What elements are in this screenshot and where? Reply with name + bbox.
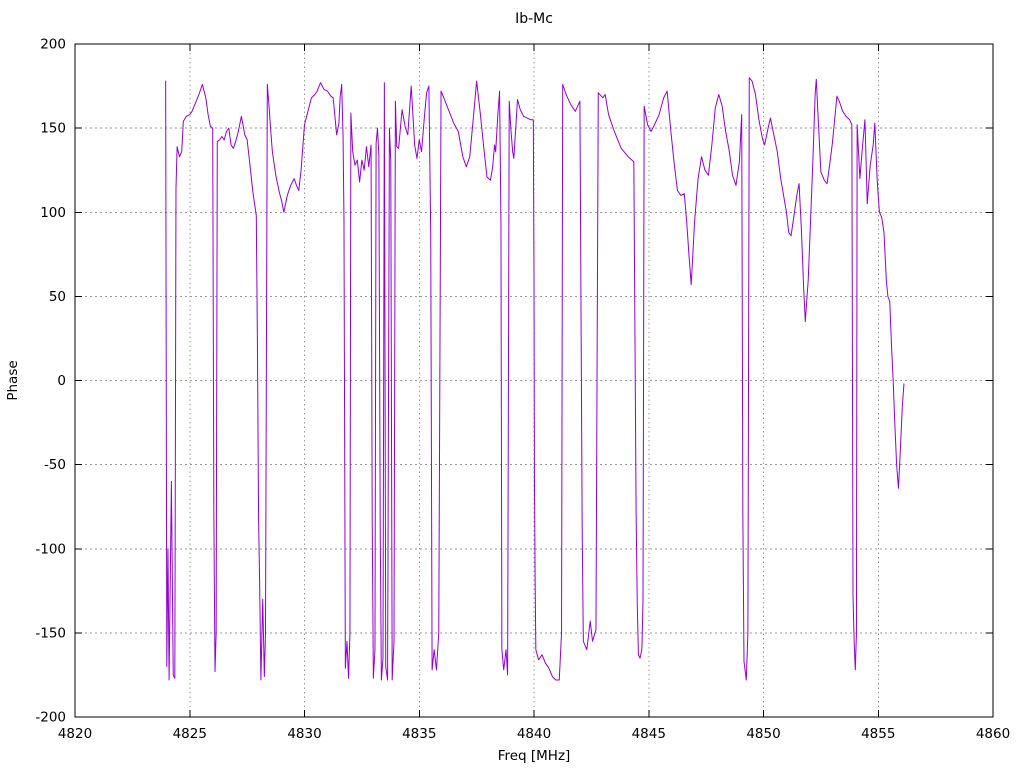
plot-area: 4820 4825 4830 4835 4840 4845 4850 4855 4860 -200… (35, 37, 1010, 743)
y-tick-label: 200 (40, 37, 66, 53)
x-axis-label: Freq [MHz] (498, 748, 571, 764)
y-tick-label: 100 (40, 205, 66, 221)
x-tick-label: 4840 (517, 726, 551, 742)
y-tick-label: -100 (35, 541, 66, 557)
x-tick-label: 4825 (173, 726, 207, 742)
y-tick-label: 50 (49, 289, 66, 305)
x-tick-label: 4835 (402, 726, 436, 742)
chart-title: Ib-Mc (515, 11, 553, 27)
y-axis-label: Phase (5, 360, 21, 400)
x-tick-label: 4830 (287, 726, 321, 742)
x-tick-label: 4860 (976, 726, 1010, 742)
y-tick-label: -50 (44, 457, 66, 473)
y-tick-label: -150 (35, 625, 66, 641)
y-tick-label: 150 (40, 121, 66, 137)
y-tick-label: 0 (57, 373, 66, 389)
x-tick-label: 4855 (861, 726, 895, 742)
y-tick-label: -200 (35, 710, 66, 726)
x-tick-label: 4850 (746, 726, 780, 742)
x-tick-label: 4845 (632, 726, 666, 742)
phase-trace (165, 77, 905, 681)
x-tick-label: 4820 (58, 726, 92, 742)
